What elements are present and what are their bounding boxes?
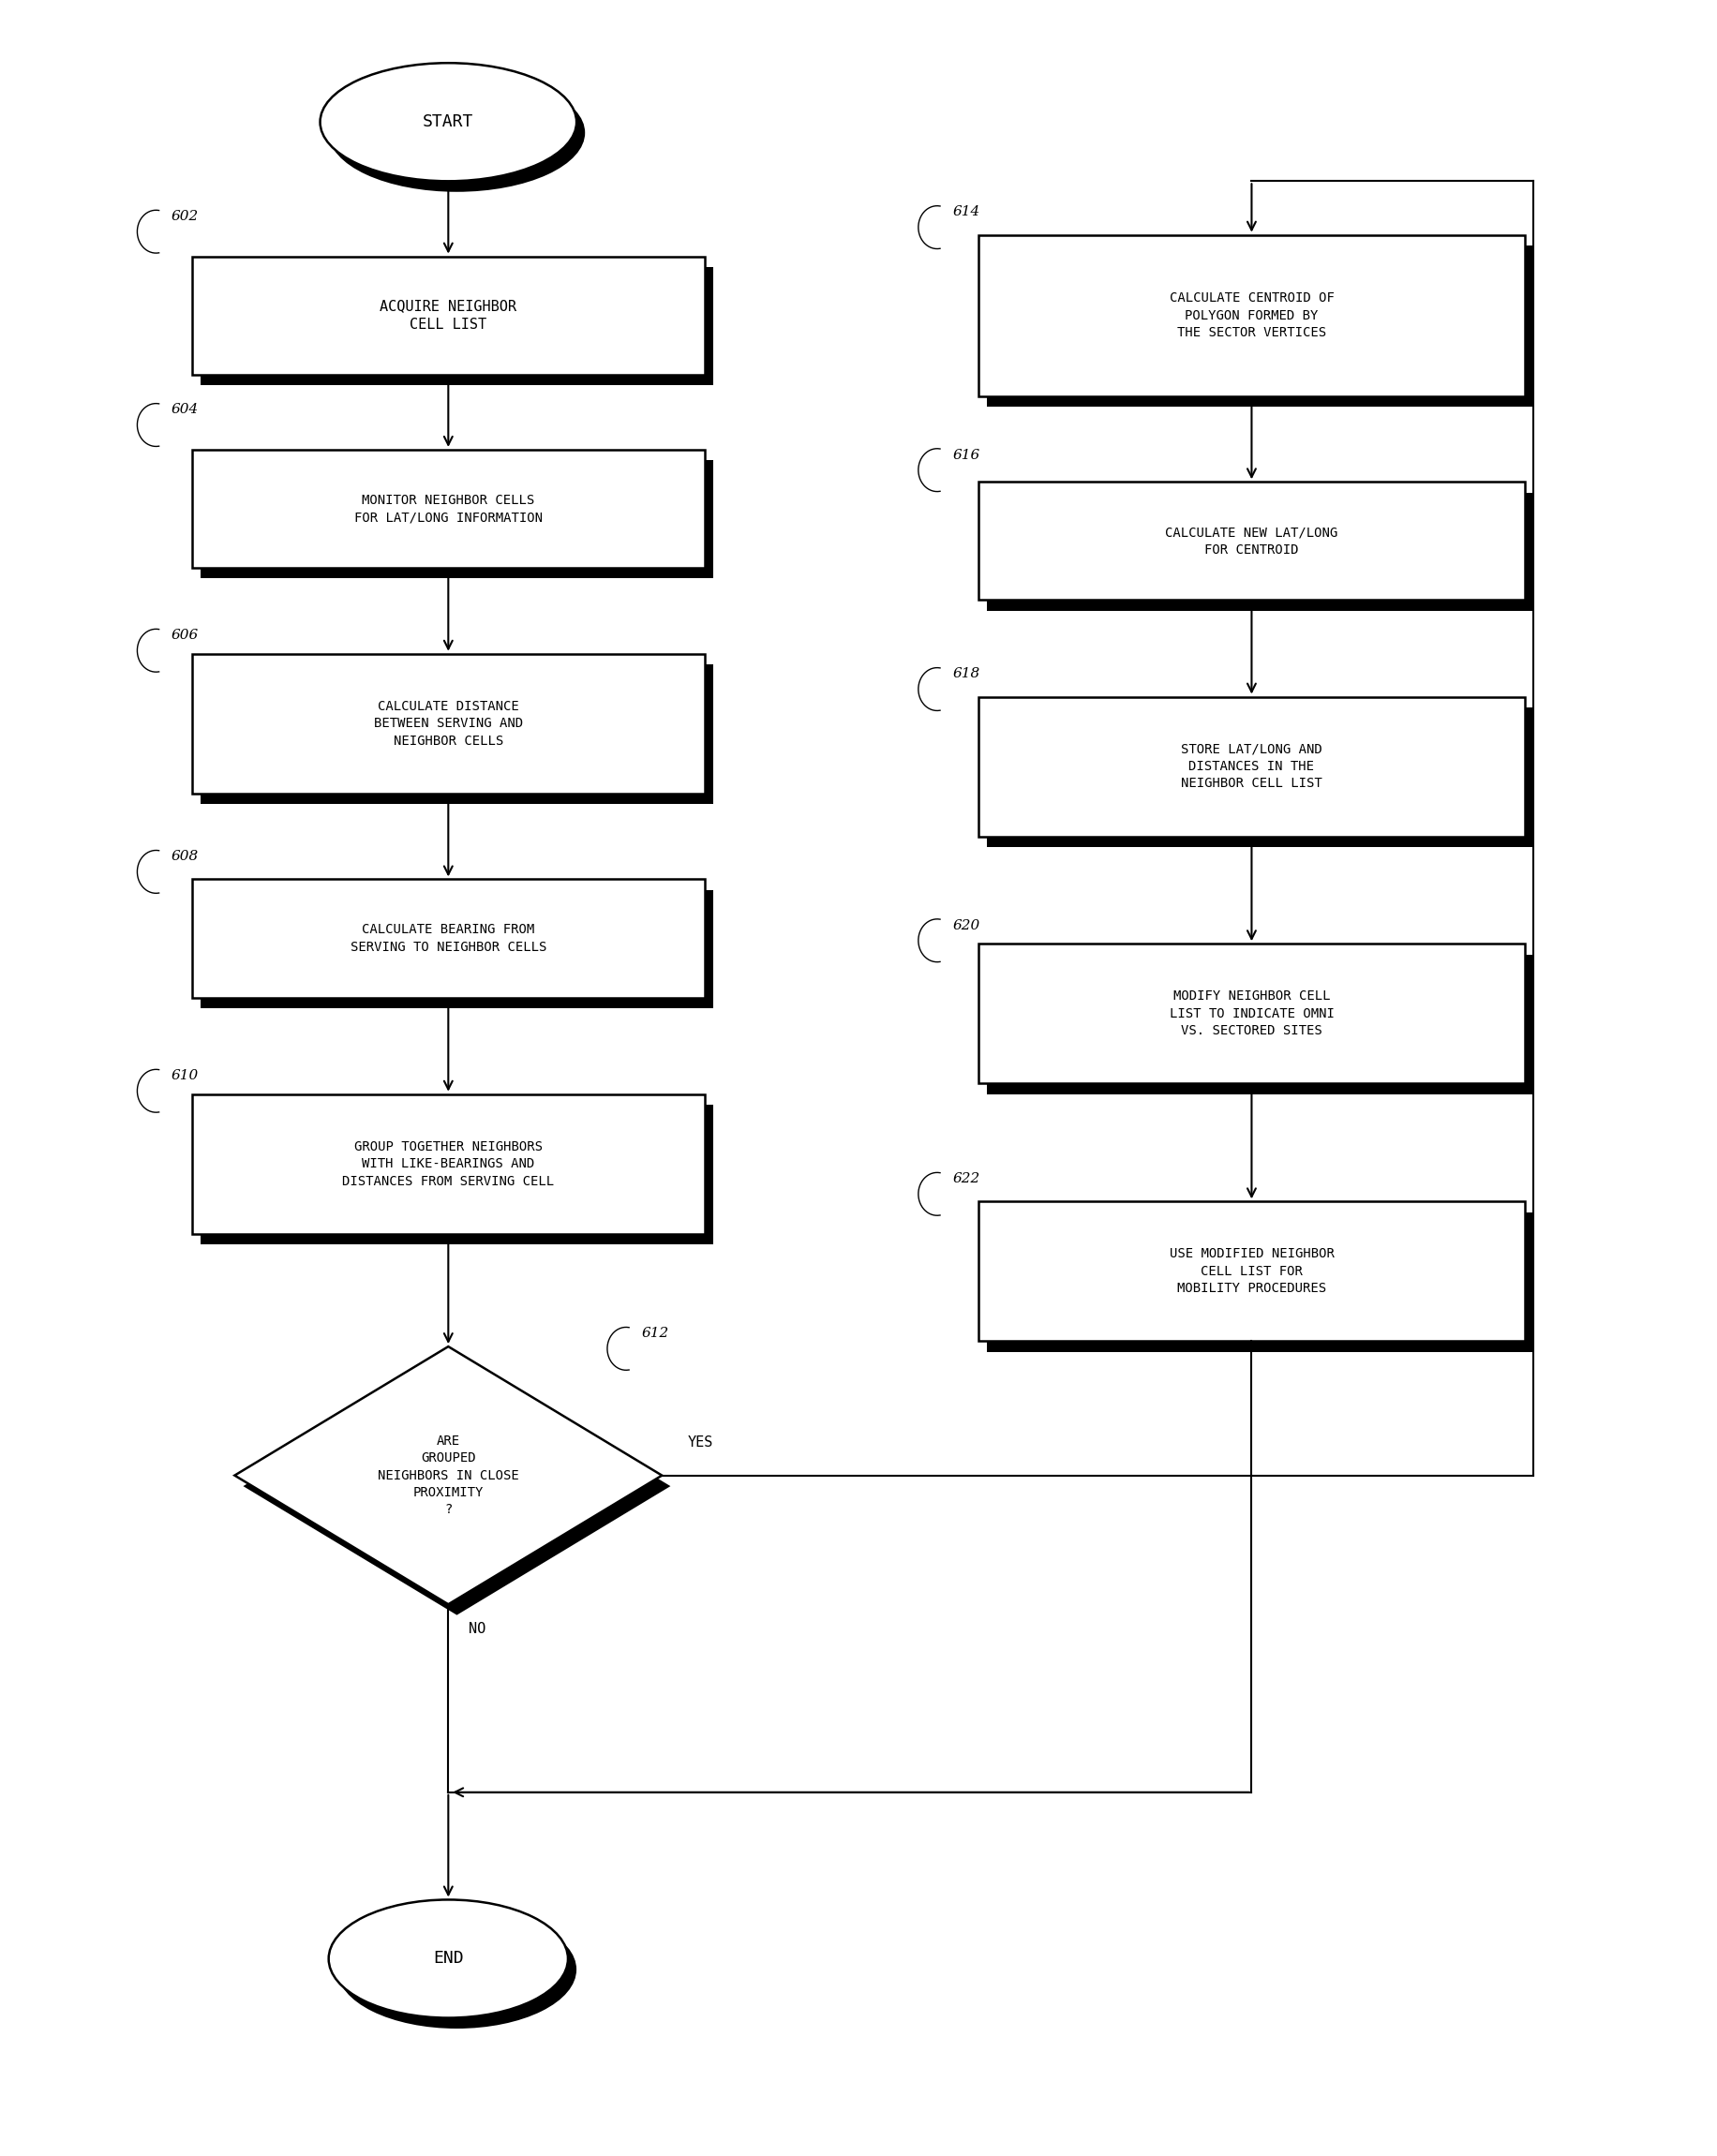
Text: CALCULATE NEW LAT/LONG
FOR CENTROID: CALCULATE NEW LAT/LONG FOR CENTROID bbox=[1166, 526, 1338, 556]
FancyBboxPatch shape bbox=[201, 1104, 713, 1244]
Text: ARE
GROUPED
NEIGHBORS IN CLOSE
PROXIMITY
?: ARE GROUPED NEIGHBORS IN CLOSE PROXIMITY… bbox=[378, 1434, 519, 1516]
FancyBboxPatch shape bbox=[201, 461, 713, 578]
Text: CALCULATE BEARING FROM
SERVING TO NEIGHBOR CELLS: CALCULATE BEARING FROM SERVING TO NEIGHB… bbox=[350, 923, 546, 953]
FancyBboxPatch shape bbox=[192, 880, 704, 998]
Text: NO: NO bbox=[469, 1621, 486, 1636]
Text: END: END bbox=[433, 1951, 464, 1966]
FancyBboxPatch shape bbox=[987, 492, 1533, 610]
Polygon shape bbox=[244, 1358, 671, 1615]
Text: CALCULATE DISTANCE
BETWEEN SERVING AND
NEIGHBOR CELLS: CALCULATE DISTANCE BETWEEN SERVING AND N… bbox=[374, 701, 524, 748]
Text: 618: 618 bbox=[953, 668, 980, 681]
Text: USE MODIFIED NEIGHBOR
CELL LIST FOR
MOBILITY PROCEDURES: USE MODIFIED NEIGHBOR CELL LIST FOR MOBI… bbox=[1169, 1248, 1334, 1296]
FancyBboxPatch shape bbox=[201, 267, 713, 386]
FancyBboxPatch shape bbox=[979, 235, 1525, 397]
Text: CALCULATE CENTROID OF
POLYGON FORMED BY
THE SECTOR VERTICES: CALCULATE CENTROID OF POLYGON FORMED BY … bbox=[1169, 291, 1334, 338]
FancyBboxPatch shape bbox=[987, 955, 1533, 1093]
Text: 604: 604 bbox=[172, 403, 199, 416]
FancyBboxPatch shape bbox=[979, 483, 1525, 599]
FancyBboxPatch shape bbox=[192, 257, 704, 375]
Text: 622: 622 bbox=[953, 1173, 980, 1186]
Text: 606: 606 bbox=[172, 630, 199, 642]
FancyBboxPatch shape bbox=[192, 1093, 704, 1233]
FancyBboxPatch shape bbox=[201, 664, 713, 804]
Text: MONITOR NEIGHBOR CELLS
FOR LAT/LONG INFORMATION: MONITOR NEIGHBOR CELLS FOR LAT/LONG INFO… bbox=[354, 494, 543, 524]
Text: 610: 610 bbox=[172, 1069, 199, 1082]
Text: 612: 612 bbox=[642, 1326, 670, 1341]
Text: 608: 608 bbox=[172, 849, 199, 862]
Text: 614: 614 bbox=[953, 205, 980, 218]
FancyBboxPatch shape bbox=[979, 944, 1525, 1082]
Text: 620: 620 bbox=[953, 918, 980, 931]
FancyBboxPatch shape bbox=[201, 890, 713, 1009]
FancyBboxPatch shape bbox=[987, 707, 1533, 847]
Text: START: START bbox=[422, 114, 474, 132]
Text: GROUP TOGETHER NEIGHBORS
WITH LIKE-BEARINGS AND
DISTANCES FROM SERVING CELL: GROUP TOGETHER NEIGHBORS WITH LIKE-BEARI… bbox=[342, 1141, 555, 1188]
FancyBboxPatch shape bbox=[979, 696, 1525, 837]
FancyBboxPatch shape bbox=[192, 451, 704, 567]
Text: YES: YES bbox=[687, 1436, 713, 1449]
Text: MODIFY NEIGHBOR CELL
LIST TO INDICATE OMNI
VS. SECTORED SITES: MODIFY NEIGHBOR CELL LIST TO INDICATE OM… bbox=[1169, 990, 1334, 1037]
Text: ACQUIRE NEIGHBOR
CELL LIST: ACQUIRE NEIGHBOR CELL LIST bbox=[379, 300, 517, 332]
Ellipse shape bbox=[328, 1899, 568, 2018]
Ellipse shape bbox=[337, 1910, 577, 2029]
Text: 602: 602 bbox=[172, 209, 199, 222]
Ellipse shape bbox=[328, 73, 585, 192]
Polygon shape bbox=[235, 1348, 663, 1604]
FancyBboxPatch shape bbox=[979, 1201, 1525, 1341]
Ellipse shape bbox=[319, 63, 577, 181]
Text: 616: 616 bbox=[953, 448, 980, 461]
FancyBboxPatch shape bbox=[987, 1212, 1533, 1352]
Text: STORE LAT/LONG AND
DISTANCES IN THE
NEIGHBOR CELL LIST: STORE LAT/LONG AND DISTANCES IN THE NEIG… bbox=[1181, 742, 1322, 791]
FancyBboxPatch shape bbox=[987, 246, 1533, 407]
FancyBboxPatch shape bbox=[192, 653, 704, 793]
